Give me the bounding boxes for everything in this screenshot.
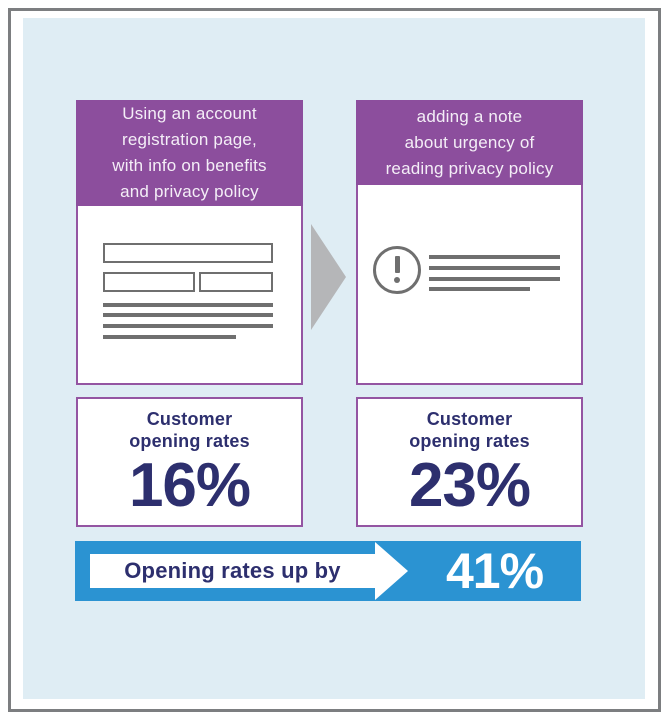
variant-b-header-line: reading privacy policy [385,158,554,178]
variant-a-header-line: registration page, [122,130,257,149]
variant-a-header-line: with info on benefits [112,156,267,175]
banner-result-value: 41% [445,543,544,599]
wireframe-text-line [103,303,273,307]
stat-label: Customer opening rates [409,409,530,451]
note-text-line [429,287,530,291]
wireframe-field-wide [103,243,273,263]
wireframe-text-line [103,335,236,339]
exclamation-circle-icon [373,246,421,294]
arrow-right-triangle-icon [311,224,346,330]
variant-b-stat-box: Customer opening rates 23% [356,397,583,527]
note-text-line [429,255,560,259]
variant-b-header-line: about urgency of [404,132,535,152]
variant-b-header-line: adding a note [416,106,523,126]
wireframe-text-line [103,324,273,328]
note-text-line [429,266,560,270]
variant-a-stat-box: Customer opening rates 16% [76,397,303,527]
variant-b-card: adding a note about urgency of reading p… [356,100,583,385]
variant-a-stat-value: 16% [128,451,251,520]
wireframe-field-right [199,272,273,292]
variant-a-header-line: Using an account [122,104,257,123]
stat-label: Customer opening rates [129,409,250,451]
variant-b-header: adding a note about urgency of reading p… [356,100,583,185]
banner-arrow-head-icon [375,542,408,600]
result-banner: Opening rates up by 41% [75,541,581,601]
variant-a-header: Using an account registration page, with… [76,100,303,206]
wireframe-text-line [103,313,273,317]
wireframe-field-left [103,272,195,292]
banner-arrow-label: Opening rates up by [90,554,375,588]
note-text-line [429,277,560,281]
variant-b-stat-value: 23% [408,451,531,520]
variant-a-header-line: and privacy policy [120,182,259,201]
variant-a-card: Using an account registration page, with… [76,100,303,385]
